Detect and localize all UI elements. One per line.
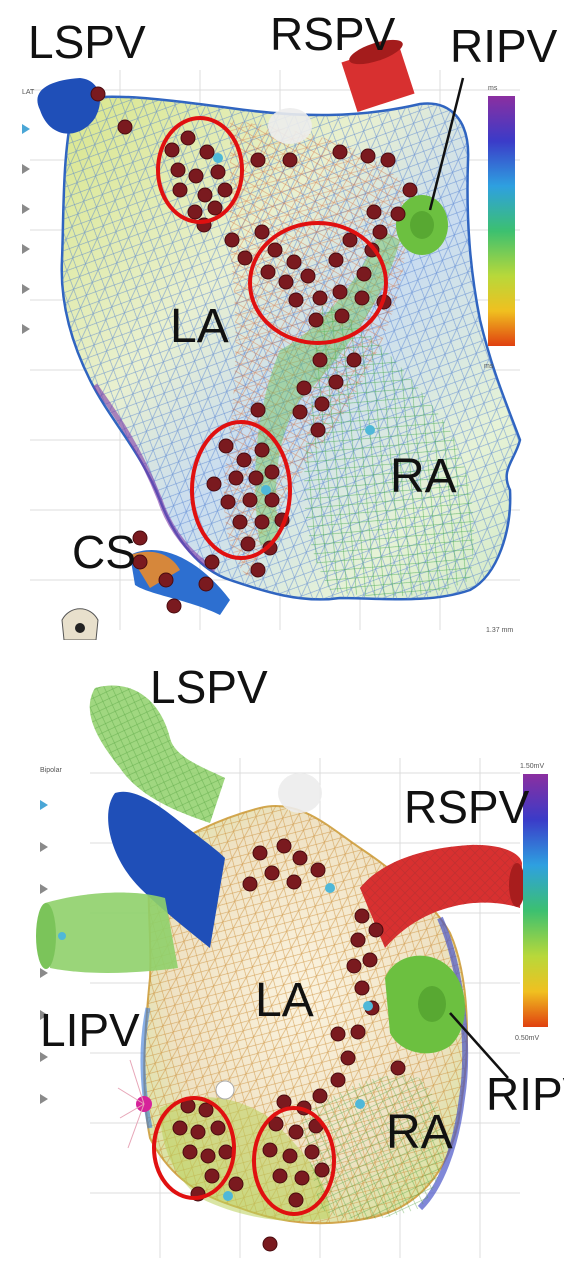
top-lspv-vein (37, 78, 100, 134)
top-electroanatomic-map: LAT (22, 8, 558, 640)
top-colorbar-min: ms (484, 363, 494, 370)
top-side-arrows (22, 124, 30, 334)
bottom-circle-right (252, 1106, 336, 1216)
bottom-side-tag: Bipolar (40, 767, 62, 774)
bottom-colorbar-min: 0.50mV (515, 1035, 539, 1042)
top-reference-points (213, 153, 375, 495)
top-label-rspv: RSPV (270, 8, 396, 60)
top-catheter-icon (61, 608, 99, 640)
top-purple-edge (92, 383, 217, 573)
top-mesh-green (304, 300, 474, 597)
bottom-highlight-circles (152, 1096, 336, 1216)
top-ghost-shape (268, 108, 312, 144)
bottom-lipv-green-vein (45, 892, 178, 973)
top-colorbar (488, 96, 515, 346)
bottom-colorbar-max: 1.50mV (520, 763, 544, 770)
top-circle-septum (248, 221, 388, 345)
bottom-label-ripv: RIPV (486, 1068, 564, 1120)
top-label-cs: CS (72, 526, 136, 578)
top-label-ra: RA (390, 450, 457, 503)
top-label-lspv: LSPV (28, 16, 146, 68)
bottom-white-spot (215, 1080, 235, 1100)
top-label-la: LA (170, 300, 229, 353)
top-map-panel: LAT (22, 8, 558, 640)
bottom-label-rspv: RSPV (404, 781, 530, 833)
bottom-circle-left (152, 1096, 236, 1200)
bottom-label-lspv: LSPV (150, 661, 268, 713)
bottom-colorbar (523, 774, 548, 1027)
top-footer-text: 1.37 mm (486, 627, 513, 634)
bottom-lipv-blue-vein (108, 791, 225, 948)
bottom-reference-points (58, 883, 373, 1201)
bottom-marker-spokes (117, 1059, 145, 1149)
bottom-right-edge (417, 916, 468, 1211)
top-label-ripv: RIPV (450, 20, 558, 72)
bottom-ablation-points (172, 838, 406, 1252)
top-green-band (255, 230, 400, 545)
top-ripv-pointer (428, 77, 465, 211)
top-circle-lspv-roof (156, 116, 244, 224)
bottom-label-lipv: LIPV (40, 1004, 140, 1056)
top-highlight-circles (156, 116, 388, 560)
top-side-tag: LAT (22, 89, 35, 96)
bottom-label-ra: RA (386, 1106, 453, 1159)
top-circle-posterior (190, 420, 292, 560)
bottom-ghost-shape (278, 773, 322, 813)
top-colorbar-max: ms (488, 85, 498, 92)
top-rspv-vein (341, 39, 415, 112)
bottom-ripv-pointer (449, 1012, 509, 1079)
bottom-map-panel: Bipolar (0, 648, 564, 1268)
bottom-voltage-map: Bipolar (36, 661, 564, 1258)
bottom-lower-right-zone (300, 1075, 445, 1220)
bottom-label-la: LA (255, 974, 314, 1027)
